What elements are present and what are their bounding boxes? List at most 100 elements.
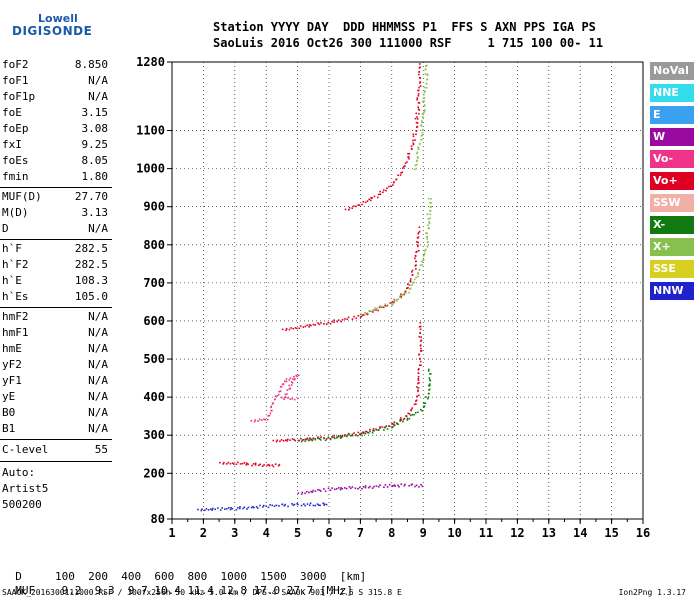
- trace-point: [413, 278, 416, 281]
- y-tick-label: 1000: [136, 162, 165, 176]
- trace-point: [270, 406, 272, 409]
- trace-point: [419, 63, 421, 65]
- param-hme: hmE N/A: [2, 342, 108, 357]
- param-mufd: MUF(D) 27.70: [2, 190, 108, 205]
- trace-point: [425, 396, 427, 398]
- trace-point: [210, 508, 212, 511]
- trace-point: [197, 508, 199, 511]
- trace-point: [325, 503, 328, 506]
- trace-point: [276, 439, 279, 442]
- trace-point: [225, 463, 228, 465]
- param-value: 3.13: [81, 206, 109, 219]
- param-value: N/A: [88, 374, 108, 387]
- trace-point: [384, 304, 387, 307]
- trace-point: [373, 309, 376, 311]
- trace-point: [419, 364, 422, 367]
- trace-point: [339, 437, 342, 439]
- trace-point: [403, 484, 406, 487]
- trace-point: [308, 437, 311, 439]
- trace-point: [319, 490, 322, 492]
- trace-point: [365, 430, 368, 433]
- trace-point: [391, 303, 393, 306]
- trace-point: [416, 151, 419, 154]
- trace-point: [383, 486, 385, 489]
- param-name: yF2: [2, 358, 22, 371]
- trace-point: [384, 303, 387, 306]
- trace-point: [327, 487, 330, 490]
- trace-point: [285, 329, 287, 332]
- trace-point: [364, 485, 367, 487]
- param-name: C-level: [2, 443, 49, 456]
- trace-point: [428, 388, 431, 391]
- trace-point: [389, 302, 392, 305]
- trace-point: [419, 408, 422, 411]
- trace-point: [344, 208, 347, 211]
- trace-point: [277, 393, 280, 396]
- trace-point: [336, 320, 339, 323]
- trace-point: [271, 403, 274, 405]
- trace-point: [394, 485, 396, 487]
- trace-point: [386, 428, 389, 430]
- trace-point: [362, 314, 364, 316]
- trace-point: [358, 486, 361, 489]
- trace-point: [424, 68, 427, 70]
- trace-point: [421, 116, 424, 118]
- trace-point: [226, 507, 228, 510]
- trace-point: [425, 82, 428, 85]
- trace-point: [360, 315, 363, 318]
- param-value: N/A: [88, 342, 108, 355]
- param-hmf1: hmF1 N/A: [2, 326, 108, 341]
- trace-point: [417, 73, 420, 76]
- trace-point: [423, 91, 426, 94]
- param-foe: foE 3.15: [2, 106, 108, 121]
- trace-point: [355, 317, 357, 320]
- trace-point: [426, 238, 428, 240]
- param-c-level: C-level 55: [2, 443, 108, 458]
- y-tick-label: 500: [143, 352, 165, 366]
- trace-point: [222, 463, 225, 465]
- trace-point: [291, 382, 294, 384]
- trace-point: [299, 325, 302, 327]
- scaling-line1: Auto:: [2, 466, 36, 479]
- trace-point: [415, 268, 417, 270]
- trace-point: [385, 189, 387, 192]
- trace-point: [312, 504, 315, 507]
- trace-point: [254, 464, 257, 466]
- trace-point: [414, 117, 417, 120]
- trace-point: [421, 120, 423, 122]
- trace-point: [420, 347, 422, 350]
- trace-point: [395, 178, 398, 181]
- trace-point: [361, 203, 363, 206]
- trace-point: [413, 168, 416, 171]
- ionogram-chart: 1 2 3 4 5 6 7 8 9 10 11 12 13 14 15 1680200300400500600…: [136, 55, 650, 540]
- param-hf2: h`F2 282.5: [2, 258, 108, 273]
- param-name: hmF1: [2, 326, 29, 339]
- trace-point: [349, 487, 352, 490]
- trace-point: [348, 485, 351, 488]
- trace-point: [410, 271, 413, 273]
- trace-point: [366, 312, 369, 314]
- trace-point: [414, 164, 417, 167]
- legend-ssw-item: SSW: [650, 194, 694, 212]
- trace-point: [415, 484, 418, 487]
- trace-point: [420, 483, 422, 486]
- trace-point: [408, 157, 410, 160]
- distance-label: D: [15, 570, 22, 583]
- trace-point: [289, 377, 292, 379]
- trace-point: [408, 484, 410, 487]
- trace-point: [347, 432, 350, 435]
- trace-point: [395, 299, 398, 302]
- trace-point: [417, 244, 419, 247]
- trace-point: [318, 323, 321, 326]
- trace-point: [292, 327, 294, 330]
- trace-point: [385, 305, 388, 307]
- trace-point: [211, 509, 213, 511]
- trace-point: [235, 508, 238, 511]
- trace-point: [426, 232, 428, 234]
- trace-point: [290, 381, 293, 383]
- trace-point: [271, 409, 273, 412]
- trace-point: [251, 464, 253, 467]
- trace-point: [253, 506, 255, 509]
- trace-point: [417, 93, 420, 95]
- param-value: N/A: [88, 310, 108, 323]
